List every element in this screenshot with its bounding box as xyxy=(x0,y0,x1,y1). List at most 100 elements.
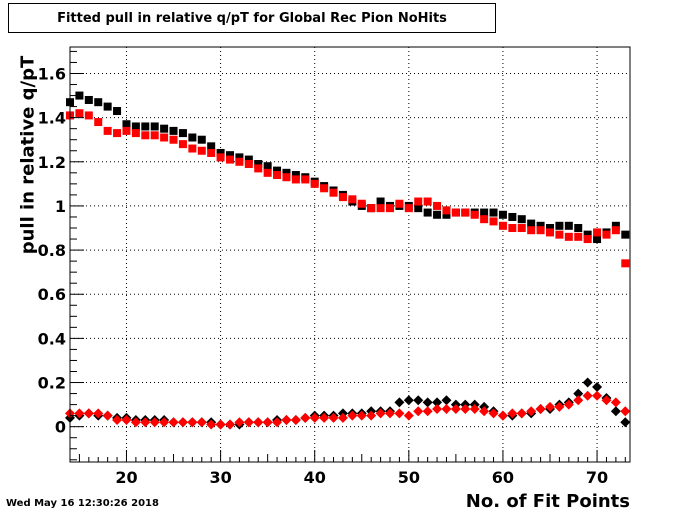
data-point xyxy=(282,173,291,182)
data-point xyxy=(460,404,471,415)
data-point xyxy=(432,404,443,415)
data-point xyxy=(621,230,630,239)
data-point xyxy=(620,417,631,428)
data-point xyxy=(573,388,584,399)
grid xyxy=(70,47,630,462)
data-point xyxy=(178,140,187,149)
data-point xyxy=(282,168,291,177)
data-point xyxy=(422,406,433,417)
data-point xyxy=(461,208,470,217)
data-point xyxy=(574,224,583,233)
data-point xyxy=(480,215,489,224)
data-point xyxy=(140,417,151,428)
data-point xyxy=(376,197,385,206)
data-point xyxy=(177,417,188,428)
data-point xyxy=(507,408,518,419)
data-point xyxy=(563,399,574,410)
data-point xyxy=(592,381,603,392)
data-point xyxy=(535,404,546,415)
data-point xyxy=(216,148,225,157)
data-point xyxy=(244,155,253,164)
x-tick-label: 40 xyxy=(304,468,326,487)
data-point xyxy=(367,204,376,213)
data-point xyxy=(93,408,104,419)
data-point xyxy=(112,415,123,426)
data-point xyxy=(235,157,244,166)
data-point xyxy=(150,122,159,131)
data-point xyxy=(178,129,187,138)
data-point xyxy=(281,415,292,426)
data-point xyxy=(357,199,366,208)
data-point xyxy=(404,204,413,213)
data-point xyxy=(188,144,197,153)
data-point xyxy=(508,212,517,221)
data-point xyxy=(291,171,300,180)
data-point xyxy=(403,395,414,406)
x-tick-label: 20 xyxy=(115,468,137,487)
series-3 xyxy=(65,377,631,430)
data-point xyxy=(582,377,593,388)
data-point xyxy=(121,415,132,426)
data-point xyxy=(555,221,564,230)
data-point xyxy=(564,221,573,230)
data-point xyxy=(394,408,405,419)
data-point xyxy=(168,417,179,428)
y-tick-label: 0.8 xyxy=(38,241,66,260)
data-point xyxy=(131,122,140,131)
data-point xyxy=(395,199,404,208)
data-point xyxy=(479,406,490,417)
data-point xyxy=(226,151,234,160)
data-point xyxy=(122,120,131,129)
data-point xyxy=(414,197,423,206)
data-point xyxy=(169,135,178,144)
y-tick-label: 1 xyxy=(55,197,66,216)
plot-frame xyxy=(69,46,631,463)
data-point xyxy=(122,126,131,135)
data-point xyxy=(75,91,84,100)
data-point xyxy=(103,126,112,135)
x-tick-label: 50 xyxy=(398,468,420,487)
axes: 20 30 40 50 60 70 0 0.2 0.4 0.6 0.8 1 1.2 1.4 1.6 xyxy=(38,50,626,487)
data-point xyxy=(536,226,545,235)
data-point xyxy=(102,410,113,421)
y-tick-label: 1.4 xyxy=(38,109,66,128)
timestamp: Wed May 16 12:30:26 2018 xyxy=(6,498,159,509)
data-point xyxy=(235,153,244,162)
data-point xyxy=(320,184,329,193)
data-point xyxy=(423,208,432,217)
data-point xyxy=(441,404,452,415)
data-point xyxy=(498,221,507,230)
data-point xyxy=(329,188,338,197)
data-point xyxy=(488,408,499,419)
data-point xyxy=(319,412,330,423)
data-point xyxy=(526,406,537,417)
data-point xyxy=(423,197,432,206)
data-point xyxy=(480,208,489,217)
data-point xyxy=(254,159,263,168)
data-point xyxy=(160,124,169,133)
data-points xyxy=(65,91,631,430)
data-point xyxy=(555,230,564,239)
data-point xyxy=(348,195,357,204)
data-point xyxy=(254,164,263,173)
data-point xyxy=(527,219,536,228)
data-point xyxy=(414,204,423,213)
data-point xyxy=(517,215,526,224)
data-point xyxy=(338,193,347,202)
data-point xyxy=(433,210,442,219)
data-point xyxy=(215,419,226,430)
data-point xyxy=(592,390,603,401)
data-point xyxy=(546,224,554,233)
data-point xyxy=(187,417,198,428)
data-point xyxy=(573,395,584,406)
y-tick-label: 1.2 xyxy=(38,153,66,172)
series-1 xyxy=(66,91,630,244)
data-point xyxy=(83,408,94,419)
data-point xyxy=(206,419,217,430)
data-point xyxy=(150,131,159,140)
data-point xyxy=(141,122,150,131)
data-point xyxy=(489,208,498,217)
x-tick-label: 60 xyxy=(492,468,514,487)
data-point xyxy=(602,230,611,239)
